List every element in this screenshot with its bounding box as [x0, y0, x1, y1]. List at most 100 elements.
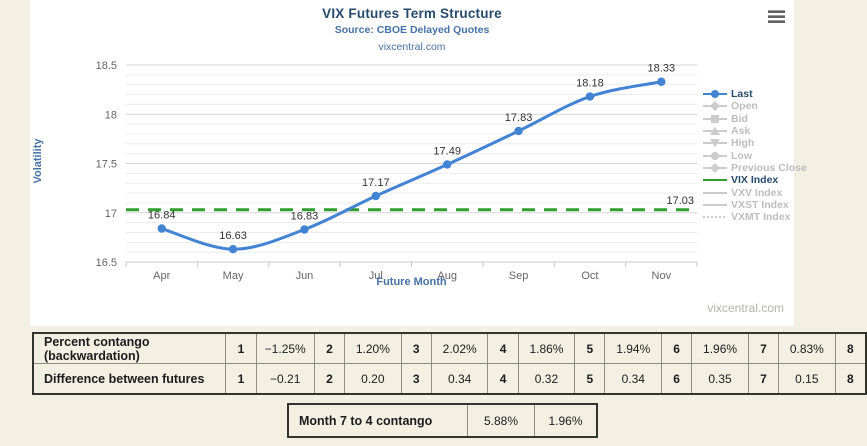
month-index-cell: 8 [834, 363, 867, 395]
month-index-cell: 4 [487, 363, 519, 395]
table-cell: 1.96% [534, 403, 598, 438]
data-point[interactable] [442, 160, 452, 169]
legend-label: VIX Index [731, 174, 779, 187]
legend-item-vix-index[interactable]: VIX Index [703, 174, 807, 186]
chart-title: VIX Futures Term Structure [322, 6, 502, 21]
y-axis-label: 18.5 [96, 60, 117, 72]
legend-label: VXV Index [731, 186, 783, 199]
data-point[interactable] [300, 225, 309, 234]
watermark: vixcentral.com [707, 301, 784, 315]
circle-icon [703, 151, 727, 160]
table-row: Difference between futures 1 −0.21 2 0.20 3 0.… [32, 363, 867, 395]
summary-table: Month 7 to 4 contango 5.88% 1.96% [287, 403, 598, 438]
x-axis-label: Aug [437, 270, 457, 282]
month-index-cell: 1 [225, 363, 257, 395]
row-label: Month 7 to 4 contango [287, 403, 468, 438]
legend-label: VXMT Index [731, 211, 791, 224]
y-axis-label: 17 [105, 208, 117, 220]
diamond-icon [703, 101, 727, 112]
value-cell: 1.20% [344, 332, 402, 364]
month-index-cell: 4 [487, 332, 519, 364]
value-cell: 2.02% [430, 332, 489, 364]
month-index-cell: 5 [574, 332, 606, 364]
legend-label: Last [731, 88, 753, 101]
legend-item-open[interactable]: Open [703, 100, 807, 112]
chart-panel: VIX Futures Term Structure Source: CBOE … [30, 0, 807, 326]
x-axis-label: Jul [369, 270, 383, 282]
data-point-label: 17.83 [505, 112, 533, 124]
legend-item-previous-close[interactable]: Previous Close [703, 162, 807, 174]
data-point[interactable] [228, 244, 238, 254]
value-cell: 1.94% [604, 332, 663, 364]
table-row: Month 7 to 4 contango 5.88% 1.96% [287, 403, 598, 438]
month-index-cell: 6 [661, 332, 693, 364]
legend-label: Bid [731, 112, 748, 125]
y-axis-label: 16.5 [96, 257, 117, 269]
line-icon [703, 203, 727, 206]
data-point[interactable] [371, 191, 381, 201]
data-point-label: 18.18 [576, 78, 604, 90]
data-point[interactable] [657, 77, 666, 86]
circle-icon [703, 90, 727, 99]
x-axis-label: May [223, 270, 244, 282]
row-label: Difference between futures [32, 363, 227, 395]
legend-item-ask[interactable]: Ask [703, 125, 807, 137]
month-index-cell: 7 [747, 363, 780, 395]
x-axis-label: Oct [581, 270, 598, 282]
x-axis-label: Jun [296, 270, 314, 282]
month-index-cell: 1 [225, 332, 257, 364]
month-index-cell: 7 [747, 332, 780, 364]
legend-label: VXST Index [731, 198, 789, 211]
value-cell: 1.96% [691, 332, 749, 364]
data-point-label: 16.83 [291, 210, 319, 222]
legend-label: High [731, 137, 755, 150]
legend-item-bid[interactable]: Bid [703, 113, 807, 125]
value-cell: 0.34 [430, 363, 489, 395]
legend-label: Low [731, 149, 752, 162]
data-point[interactable] [585, 92, 595, 101]
month-index-cell: 3 [400, 363, 432, 395]
chart-svg: 16.5 17 17.5 18 18.5 Apr May Jun Jul Aug Sep Oct Nov… [96, 60, 698, 282]
legend-item-high[interactable]: High [703, 137, 807, 149]
chart-subtitle: Source: CBOE Delayed Quotes [334, 24, 490, 36]
month-index-cell: 2 [313, 332, 346, 364]
chart-menu-icon[interactable] [768, 10, 785, 23]
value-cell: 0.83% [778, 332, 836, 364]
value-cell: −1.25% [255, 332, 315, 364]
data-point-label: 17.17 [362, 177, 390, 189]
table-cell: 5.88% [467, 403, 535, 438]
month-index-cell: 3 [400, 332, 432, 364]
chart-legend: Last Open Bid Ask High Low Previous Close VIX I… [703, 88, 807, 223]
line-icon [703, 179, 727, 182]
month-index-cell: 5 [574, 363, 606, 395]
chart-header: VIX Futures Term Structure Source: CBOE … [30, 6, 794, 53]
y-axis-label: 17.5 [96, 159, 117, 171]
x-axis-label: Apr [153, 270, 170, 282]
value-cell: 0.15 [778, 363, 836, 395]
legend-item-low[interactable]: Low [703, 149, 807, 162]
x-axis-title: Future Month [376, 276, 447, 288]
vix-index-value-label: 17.03 [666, 195, 694, 207]
last-series-line [161, 80, 662, 251]
table-row: Percent contango (backwardation) 1 −1.25% 2… [32, 332, 867, 364]
data-point-label: 16.84 [148, 210, 176, 222]
month-index-cell: 8 [834, 332, 867, 364]
legend-item-vxmt-index[interactable]: VXMT Index [703, 211, 807, 223]
data-point[interactable] [157, 224, 166, 233]
x-axis-label: Nov [652, 270, 672, 282]
legend-item-last[interactable]: Last [703, 88, 807, 100]
value-cell: 0.35 [691, 363, 749, 395]
legend-label: Ask [731, 125, 751, 138]
legend-item-vxst-index[interactable]: VXST Index [703, 199, 807, 211]
diamond-icon [703, 162, 727, 173]
x-axis-label: Sep [509, 270, 529, 282]
triangle-down-icon [703, 139, 727, 148]
row-label: Percent contango (backwardation) [32, 332, 227, 364]
data-point-label: 18.33 [648, 63, 676, 75]
value-cell: −0.21 [255, 363, 315, 395]
y-axis-label: 18 [105, 109, 117, 121]
vixcentral-link[interactable]: vixcentral.com [378, 41, 446, 53]
legend-item-vxv-index[interactable]: VXV Index [703, 186, 807, 199]
line-icon [703, 191, 727, 194]
data-point[interactable] [514, 126, 523, 136]
